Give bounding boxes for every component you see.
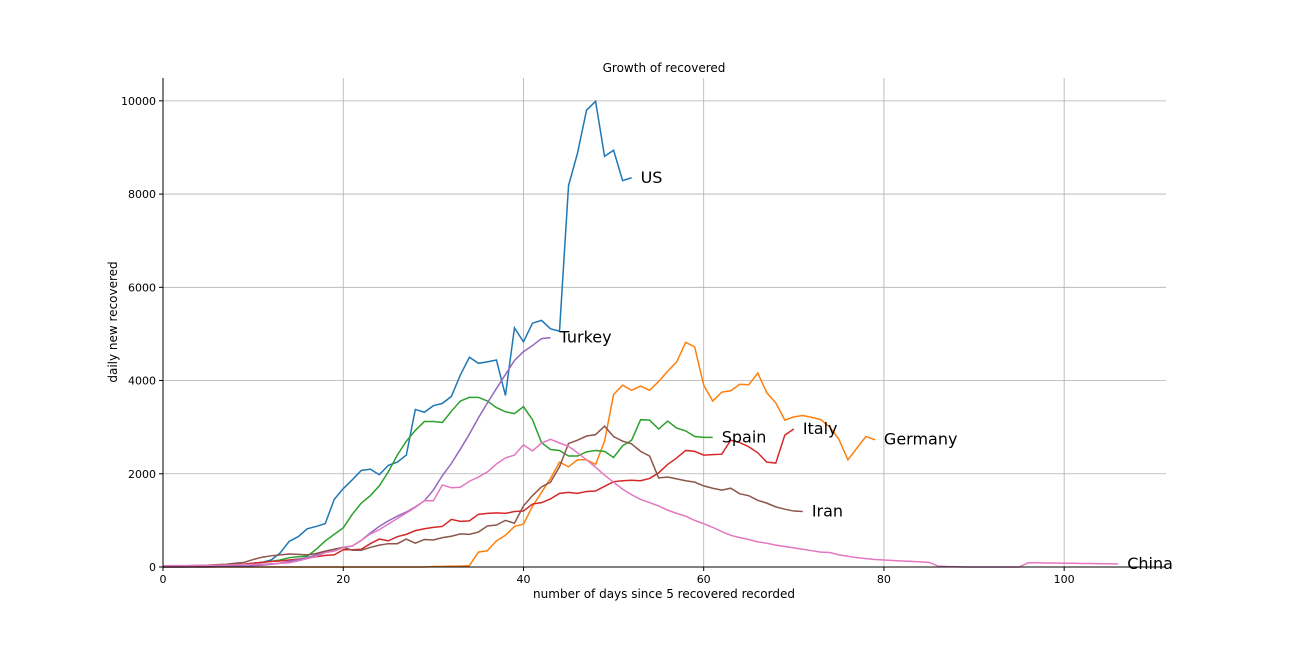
y-tick-label: 0 — [149, 561, 156, 574]
series-label: Spain — [722, 427, 767, 446]
x-tick-label: 100 — [1054, 573, 1075, 586]
chart-title: Growth of recovered — [603, 61, 726, 75]
series-label: Iran — [812, 502, 843, 521]
y-axis-label: daily new recovered — [106, 261, 120, 382]
y-tick-label: 4000 — [128, 375, 156, 388]
series-label: Turkey — [559, 328, 612, 347]
y-tick-label: 8000 — [128, 188, 156, 201]
series-label: Germany — [884, 430, 958, 449]
series-line — [163, 428, 795, 568]
x-tick-label: 80 — [877, 573, 891, 586]
series-label: US — [641, 168, 663, 187]
x-tick-label: 0 — [160, 573, 167, 586]
x-tick-label: 20 — [336, 573, 350, 586]
x-tick-label: 60 — [697, 573, 711, 586]
series-label: Italy — [803, 419, 838, 438]
y-tick-label: 6000 — [128, 281, 156, 294]
x-tick-label: 40 — [516, 573, 530, 586]
series-label: China — [1127, 554, 1173, 573]
y-tick-label: 2000 — [128, 468, 156, 481]
x-axis-label: number of days since 5 recovered recorde… — [533, 587, 795, 601]
y-tick-label: 10000 — [121, 95, 156, 108]
series-line — [163, 425, 803, 567]
grid — [162, 78, 1166, 568]
